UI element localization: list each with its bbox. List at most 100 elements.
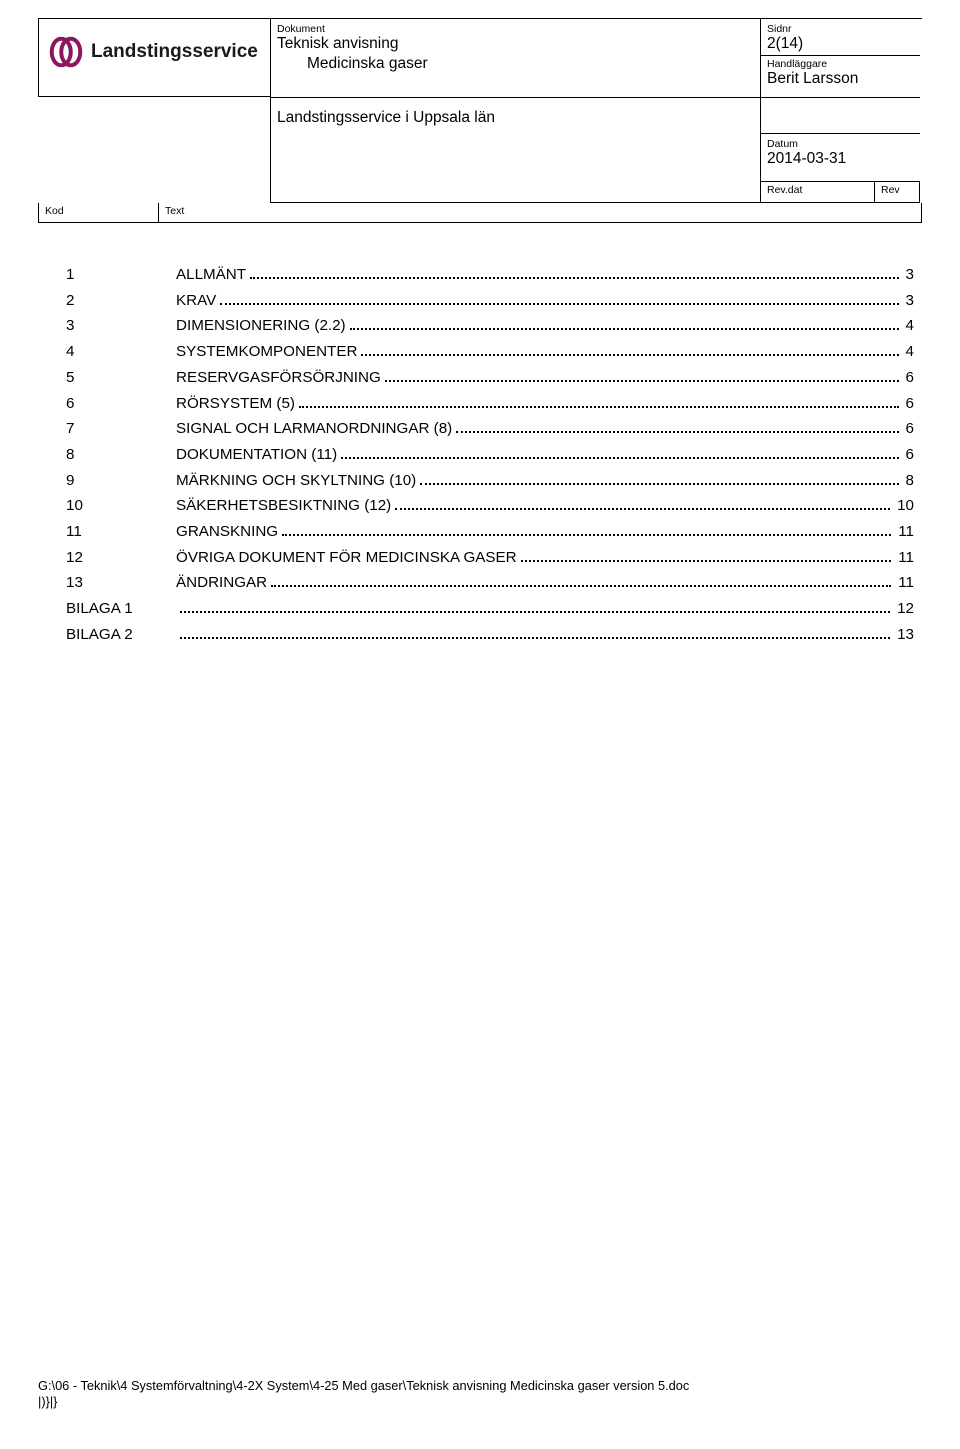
org-cell: Landstingsservice i Uppsala län	[270, 97, 760, 133]
toc-leader-dots	[250, 270, 898, 279]
toc-leader-dots	[361, 347, 898, 356]
toc-page: 3	[903, 267, 914, 282]
toc-page: 6	[903, 396, 914, 411]
footer-path: G:\06 - Teknik\4 Systemförvaltning\4-2X …	[38, 1378, 922, 1395]
toc-row: 10SÄKERHETSBESIKTNING (12)10	[66, 498, 914, 513]
toc-row: 11GRANSKNING11	[66, 524, 914, 539]
toc-page: 6	[903, 370, 914, 385]
toc-page: 11	[895, 524, 914, 539]
brand-name: Landstingsservice	[91, 41, 258, 63]
toc-number: 9	[66, 473, 176, 488]
toc-title: RÖRSYSTEM (5)	[176, 396, 295, 411]
toc-title: ÄNDRINGAR	[176, 575, 267, 590]
toc-number: 5	[66, 370, 176, 385]
footer: G:\06 - Teknik\4 Systemförvaltning\4-2X …	[38, 1378, 922, 1411]
page: Landstingsservice Dokument Teknisk anvis…	[0, 0, 960, 1449]
label-sidnr: Sidnr	[761, 21, 920, 35]
document-header: Landstingsservice Dokument Teknisk anvis…	[38, 18, 922, 203]
toc-number: 4	[66, 344, 176, 359]
toc-row: 4SYSTEMKOMPONENTER4	[66, 344, 914, 359]
label-revdat: Rev.dat	[761, 182, 875, 202]
toc-number: 3	[66, 318, 176, 333]
label-rev: Rev	[875, 182, 919, 202]
label-dokument: Dokument	[271, 21, 760, 35]
label-text: Text	[159, 203, 921, 222]
blank-mid-2	[270, 181, 760, 203]
kod-text-row: Kod Text	[38, 203, 922, 223]
toc-row: 7SIGNAL OCH LARMANORDNINGAR (8) 6	[66, 421, 914, 436]
sidnr-value: 2(14)	[761, 35, 920, 55]
toc-page: 8	[903, 473, 914, 488]
toc-row: 8DOKUMENTATION (11) 6	[66, 447, 914, 462]
toc-row: 9MÄRKNING OCH SKYLTNING (10) 8	[66, 473, 914, 488]
empty-cell-1	[760, 97, 920, 133]
toc-row: 1ALLMÄNT 3	[66, 267, 914, 282]
toc-leader-dots	[350, 321, 899, 330]
toc-row: 2KRAV 3	[66, 293, 914, 308]
toc-number: 2	[66, 293, 176, 308]
label-kod: Kod	[39, 203, 159, 222]
toc-row: 3DIMENSIONERING (2.2) 4	[66, 318, 914, 333]
label-handlaggare: Handläggare	[761, 56, 920, 70]
toc-title: GRANSKNING	[176, 524, 278, 539]
toc-title: DOKUMENTATION (11)	[176, 447, 337, 462]
table-of-contents: 1ALLMÄNT32KRAV33DIMENSIONERING (2.2)44SY…	[38, 267, 922, 642]
ring-icon	[47, 33, 85, 71]
toc-page: 10	[894, 498, 914, 513]
toc-row: 12ÖVRIGA DOKUMENT FÖR MEDICINSKA GASER 11	[66, 550, 914, 565]
brand-logo: Landstingsservice	[47, 33, 258, 71]
toc-title: KRAV	[176, 293, 216, 308]
toc-page: 12	[894, 601, 914, 616]
label-datum: Datum	[761, 136, 920, 150]
toc-number: 6	[66, 396, 176, 411]
toc-number: BILAGA 1	[66, 601, 176, 616]
toc-leader-dots	[521, 553, 892, 562]
toc-number: 1	[66, 267, 176, 282]
toc-leader-dots	[385, 373, 899, 382]
toc-title: DIMENSIONERING (2.2)	[176, 318, 346, 333]
toc-leader-dots	[180, 604, 890, 613]
toc-page: 11	[895, 575, 914, 590]
toc-row: BILAGA 1 12	[66, 601, 914, 616]
toc-title: MÄRKNING OCH SKYLTNING (10)	[176, 473, 416, 488]
sidnr-handl-cell: Sidnr 2(14) Handläggare Berit Larsson	[760, 19, 920, 97]
datum-cell: Datum 2014-03-31	[760, 133, 920, 181]
toc-leader-dots	[299, 398, 899, 407]
datum-value: 2014-03-31	[761, 150, 920, 170]
rev-cell: Rev.dat Rev	[760, 181, 920, 203]
toc-leader-dots	[456, 424, 898, 433]
toc-row: BILAGA 213	[66, 627, 914, 642]
toc-number: 7	[66, 421, 176, 436]
toc-row: 5RESERVGASFÖRSÖRJNING 6	[66, 370, 914, 385]
toc-number: 10	[66, 498, 176, 513]
toc-title: SIGNAL OCH LARMANORDNINGAR (8)	[176, 421, 452, 436]
toc-page: 4	[903, 344, 914, 359]
footer-marker: |)}|}	[38, 1394, 922, 1411]
toc-title: ALLMÄNT	[176, 267, 246, 282]
toc-leader-dots	[282, 527, 891, 536]
toc-title: SÄKERHETSBESIKTNING (12)	[176, 498, 391, 513]
toc-title: RESERVGASFÖRSÖRJNING	[176, 370, 381, 385]
toc-row: 13ÄNDRINGAR 11	[66, 575, 914, 590]
toc-page: 6	[903, 421, 914, 436]
toc-row: 6RÖRSYSTEM (5)6	[66, 396, 914, 411]
toc-leader-dots	[341, 450, 898, 459]
toc-number: 13	[66, 575, 176, 590]
toc-leader-dots	[180, 630, 890, 639]
logo-cell: Landstingsservice	[38, 19, 270, 97]
toc-leader-dots	[395, 501, 890, 510]
toc-page: 4	[903, 318, 914, 333]
toc-page: 13	[894, 627, 914, 642]
handlaggare-value: Berit Larsson	[761, 70, 920, 90]
org-name: Landstingsservice i Uppsala län	[277, 109, 495, 127]
toc-page: 6	[903, 447, 914, 462]
toc-leader-dots	[220, 296, 898, 305]
toc-title: ÖVRIGA DOKUMENT FÖR MEDICINSKA GASER	[176, 550, 517, 565]
dokument-sub: Medicinska gaser	[271, 55, 760, 75]
toc-number: 12	[66, 550, 176, 565]
dokument-title: Teknisk anvisning	[271, 35, 760, 55]
toc-page: 11	[895, 550, 914, 565]
toc-leader-dots	[271, 578, 891, 587]
toc-page: 3	[903, 293, 914, 308]
toc-number: 8	[66, 447, 176, 462]
